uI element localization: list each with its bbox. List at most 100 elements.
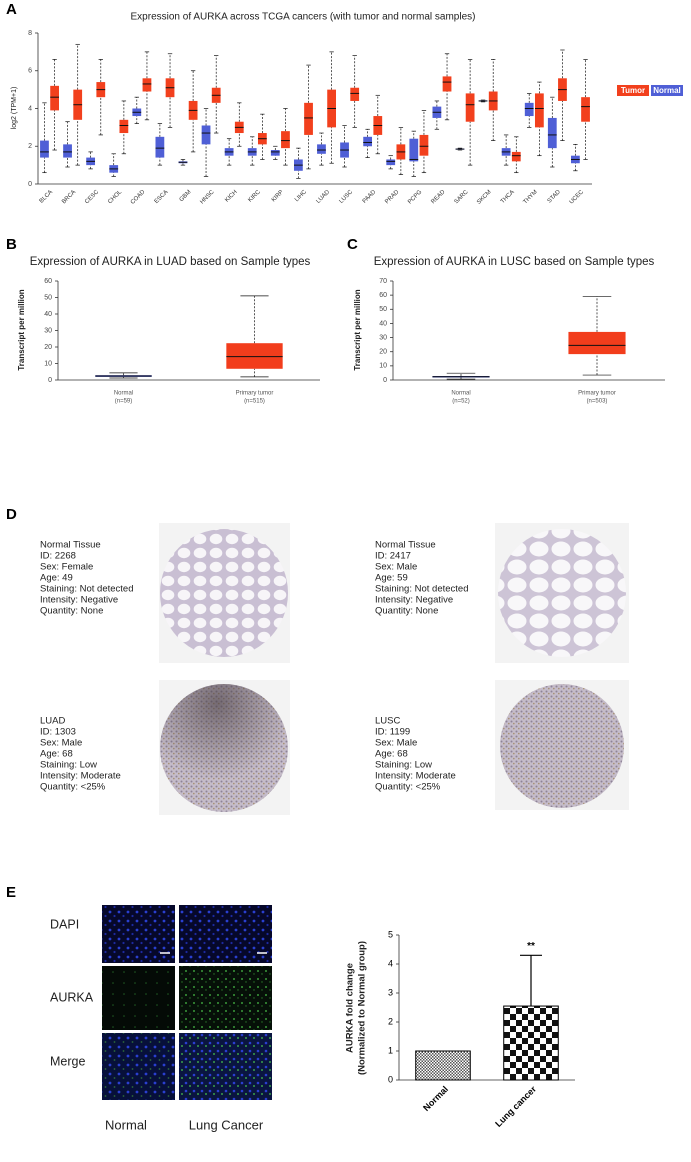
legend-swatch: [617, 85, 649, 96]
sample-info: Staining: Not detected: [40, 584, 133, 595]
panel-label: C: [347, 236, 358, 253]
x-tick-label: SARC: [454, 189, 471, 206]
bar: [415, 1050, 471, 1081]
y-tick-label: 1: [388, 1045, 393, 1055]
x-tick-label: KIRC: [247, 189, 262, 204]
sample-info: Staining: Not detected: [375, 584, 468, 595]
chart-title: Expression of AURKA in LUAD based on Sam…: [30, 256, 311, 268]
box: [270, 150, 280, 156]
box: [409, 138, 419, 162]
if-image: [102, 966, 175, 1030]
x-tick-label: PCPG: [407, 189, 424, 206]
y-tick-label: 0: [28, 181, 32, 188]
chart-title: Expression of AURKA in LUSC based on Sam…: [374, 256, 655, 268]
column-label: Normal: [105, 1117, 147, 1132]
y-axis-label: log2 (TPM+1): [11, 87, 18, 130]
box: [50, 85, 60, 111]
sample-info: Intensity: Moderate: [40, 771, 121, 782]
box: [350, 87, 360, 101]
tissue-images: [159, 523, 629, 815]
box: [304, 102, 313, 135]
sample-info: ID: 2268: [40, 551, 76, 562]
box: [63, 144, 72, 158]
y-tick-label: 5: [388, 929, 393, 939]
sample-info: Sex: Male: [375, 562, 417, 573]
box: [40, 140, 49, 158]
y-tick-label: 0: [48, 377, 52, 384]
if-image: [179, 966, 272, 1030]
sample-info: Quantity: <25%: [375, 782, 441, 793]
sample-info: Age: 49: [40, 573, 73, 584]
y-tick-label: 60: [44, 278, 52, 285]
x-tick-label: CESC: [84, 189, 101, 206]
x-tick-label: STAD: [547, 189, 563, 205]
panel-label: B: [6, 236, 17, 253]
y-tick-label: 10: [44, 360, 52, 367]
if-image: [102, 1033, 175, 1100]
y-tick-label: 20: [379, 349, 387, 356]
sample-info: LUAD: [40, 716, 65, 727]
if-images: [102, 905, 272, 1100]
box: [568, 331, 626, 355]
panel-label: D: [6, 506, 17, 523]
sample-info: Staining: Low: [40, 760, 97, 771]
sample-info: Age: 68: [375, 749, 408, 760]
tissue-shading: [160, 684, 288, 812]
x-tick-label: Normal: [451, 391, 470, 397]
y-tick-label: 30: [44, 327, 52, 334]
x-tick-label: LIHC: [294, 189, 308, 203]
x-tick-note: (n=515): [244, 399, 265, 405]
sample-info: Intensity: Moderate: [375, 771, 456, 782]
sample-info: Quantity: None: [375, 606, 438, 617]
panel-label: E: [6, 884, 16, 901]
sample-info: Staining: Low: [375, 760, 432, 771]
y-tick-label: 10: [379, 363, 387, 370]
tissue-core: [500, 684, 624, 808]
sample-info: Quantity: None: [40, 606, 103, 617]
if-image: [179, 1033, 272, 1100]
sample-info: ID: 1303: [40, 727, 76, 738]
x-tick-label: UCEC: [569, 189, 586, 206]
panel-label: A: [6, 1, 17, 18]
y-tick-label: 40: [379, 320, 387, 327]
box: [419, 134, 429, 156]
x-tick-label: THCA: [500, 189, 516, 205]
x-tick-label: LUAD: [316, 189, 332, 205]
y-axis-label: Transcript per million: [353, 289, 362, 370]
y-axis-label: AURKA fold change: [345, 963, 356, 1053]
x-tick-label: COAD: [130, 189, 147, 206]
sample-info: Age: 68: [40, 749, 73, 760]
y-tick-label: 70: [379, 278, 387, 285]
legend-label: Normal: [653, 86, 681, 95]
x-tick-note: (n=59): [115, 399, 133, 405]
sample-info: Sex: Female: [40, 562, 93, 573]
x-tick-label: KIRP: [271, 189, 285, 203]
sample-info: Normal Tissue: [40, 540, 101, 551]
box: [511, 151, 521, 162]
y-tick-label: 2: [28, 143, 32, 150]
box: [201, 125, 211, 145]
x-tick-label: LUSC: [339, 189, 355, 205]
row-label: AURKA: [50, 990, 94, 1004]
box: [155, 136, 165, 158]
x-tick-label: PRAD: [384, 189, 401, 206]
box: [281, 131, 290, 149]
sample-info: Intensity: Negative: [40, 595, 118, 606]
x-tick-label: ESCA: [154, 189, 170, 205]
x-tick-label: GBM: [179, 189, 193, 203]
x-tick-note: (n=52): [452, 399, 470, 405]
y-tick-label: 60: [379, 292, 387, 299]
box: [581, 97, 590, 122]
box: [465, 93, 475, 122]
row-label: Merge: [50, 1054, 85, 1068]
box: [119, 119, 129, 134]
x-tick-label: Primary tumor: [236, 391, 274, 397]
box: [317, 144, 326, 154]
x-tick-label: BLCA: [39, 189, 54, 204]
y-tick-label: 40: [44, 311, 52, 318]
sample-info: ID: 1199: [375, 727, 410, 738]
legend-swatch: [651, 85, 683, 96]
x-tick-label: THYM: [523, 189, 539, 205]
box: [386, 159, 396, 166]
